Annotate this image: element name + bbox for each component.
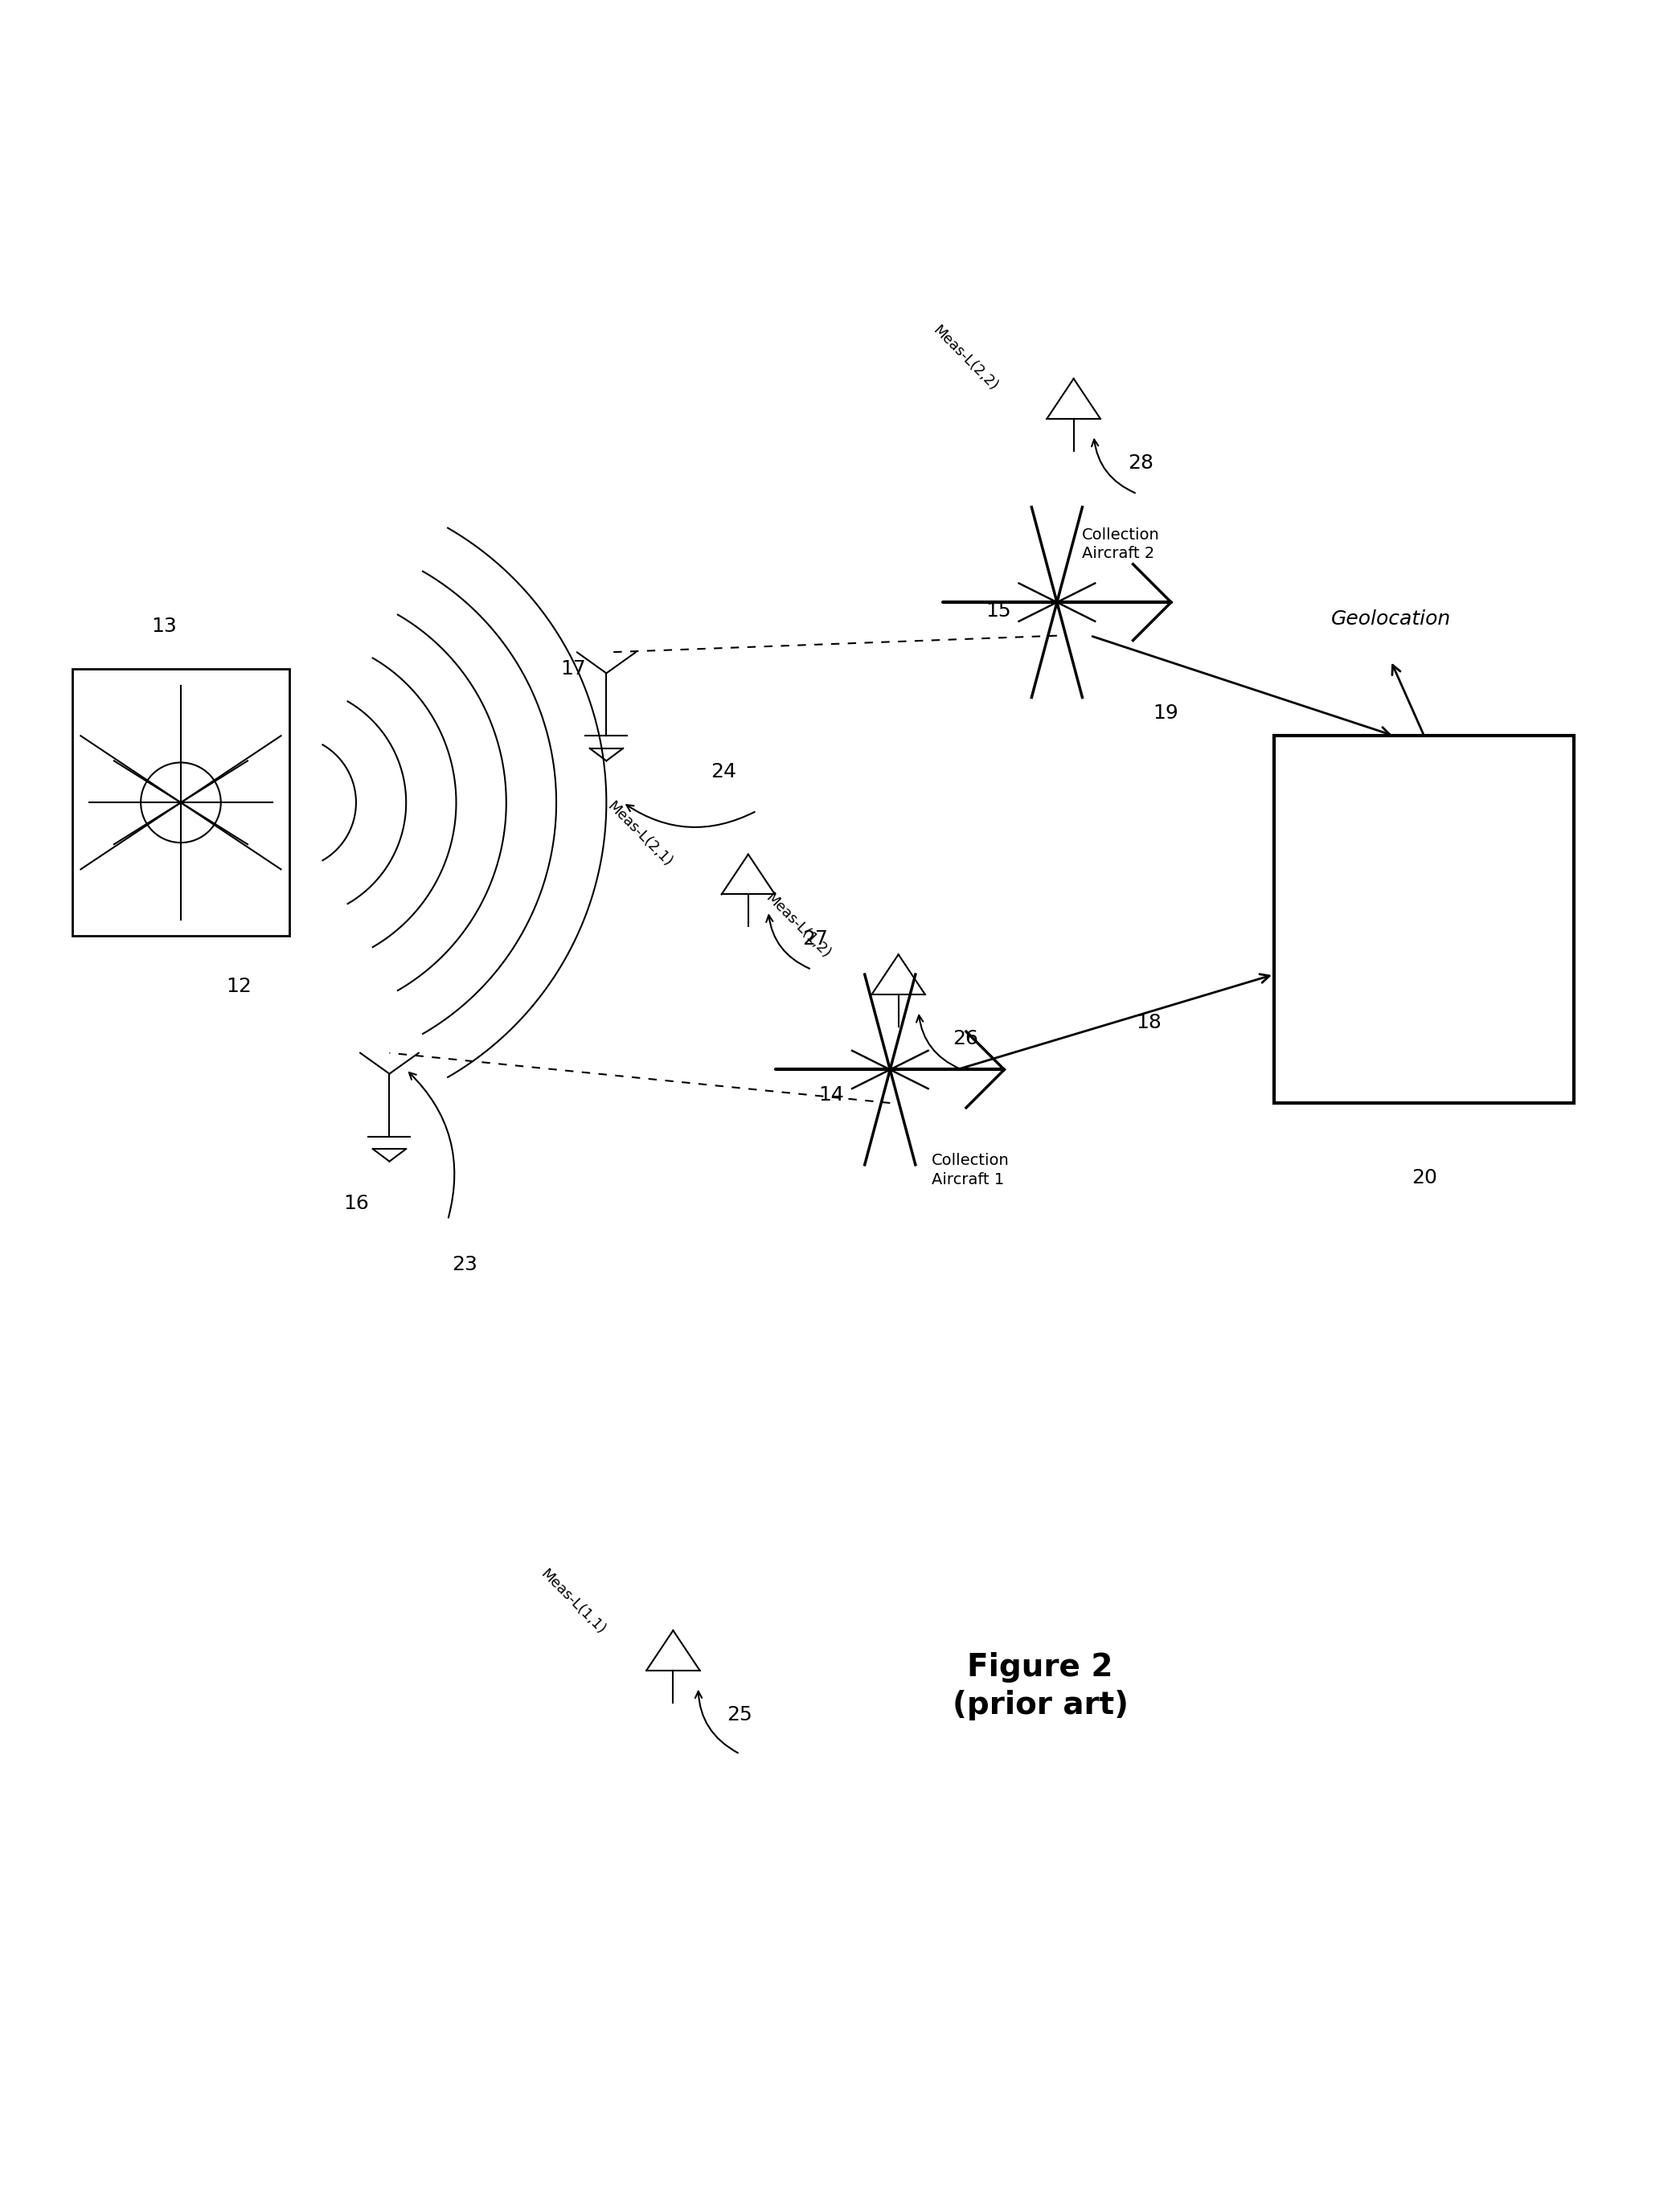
Text: 13: 13 bbox=[151, 615, 176, 635]
Text: 23: 23 bbox=[452, 1255, 477, 1273]
Text: 14: 14 bbox=[818, 1085, 845, 1105]
Text: 16: 16 bbox=[343, 1193, 370, 1213]
Text: Meas-L(1,1): Meas-L(1,1) bbox=[538, 1566, 608, 1637]
Text: Meas-L(1,2): Meas-L(1,2) bbox=[763, 891, 833, 962]
Text: 20: 20 bbox=[1411, 1169, 1436, 1187]
Text: 12: 12 bbox=[227, 977, 252, 995]
Text: Geolocation: Geolocation bbox=[1331, 609, 1452, 629]
Text: 24: 24 bbox=[711, 763, 736, 781]
Text: 25: 25 bbox=[727, 1705, 753, 1725]
Text: Figure 2
(prior art): Figure 2 (prior art) bbox=[953, 1652, 1129, 1721]
Text: 15: 15 bbox=[986, 600, 1011, 620]
Text: Collection
Aircraft 2: Collection Aircraft 2 bbox=[1082, 527, 1159, 560]
Text: Meas-L(2,1): Meas-L(2,1) bbox=[605, 799, 675, 869]
Text: 26: 26 bbox=[953, 1030, 978, 1048]
Text: 17: 17 bbox=[559, 660, 586, 679]
Text: 28: 28 bbox=[1127, 454, 1152, 472]
Text: 19: 19 bbox=[1152, 704, 1178, 724]
Text: Collection
Aircraft 1: Collection Aircraft 1 bbox=[932, 1154, 1010, 1187]
Text: Meas-L(2,2): Meas-L(2,2) bbox=[929, 322, 1001, 393]
Text: 27: 27 bbox=[801, 929, 828, 949]
FancyBboxPatch shape bbox=[72, 668, 289, 935]
Text: TDOA / FDOA
Isochrone
Processor: TDOA / FDOA Isochrone Processor bbox=[1354, 867, 1494, 940]
FancyBboxPatch shape bbox=[1273, 737, 1574, 1103]
Text: 18: 18 bbox=[1136, 1013, 1161, 1032]
